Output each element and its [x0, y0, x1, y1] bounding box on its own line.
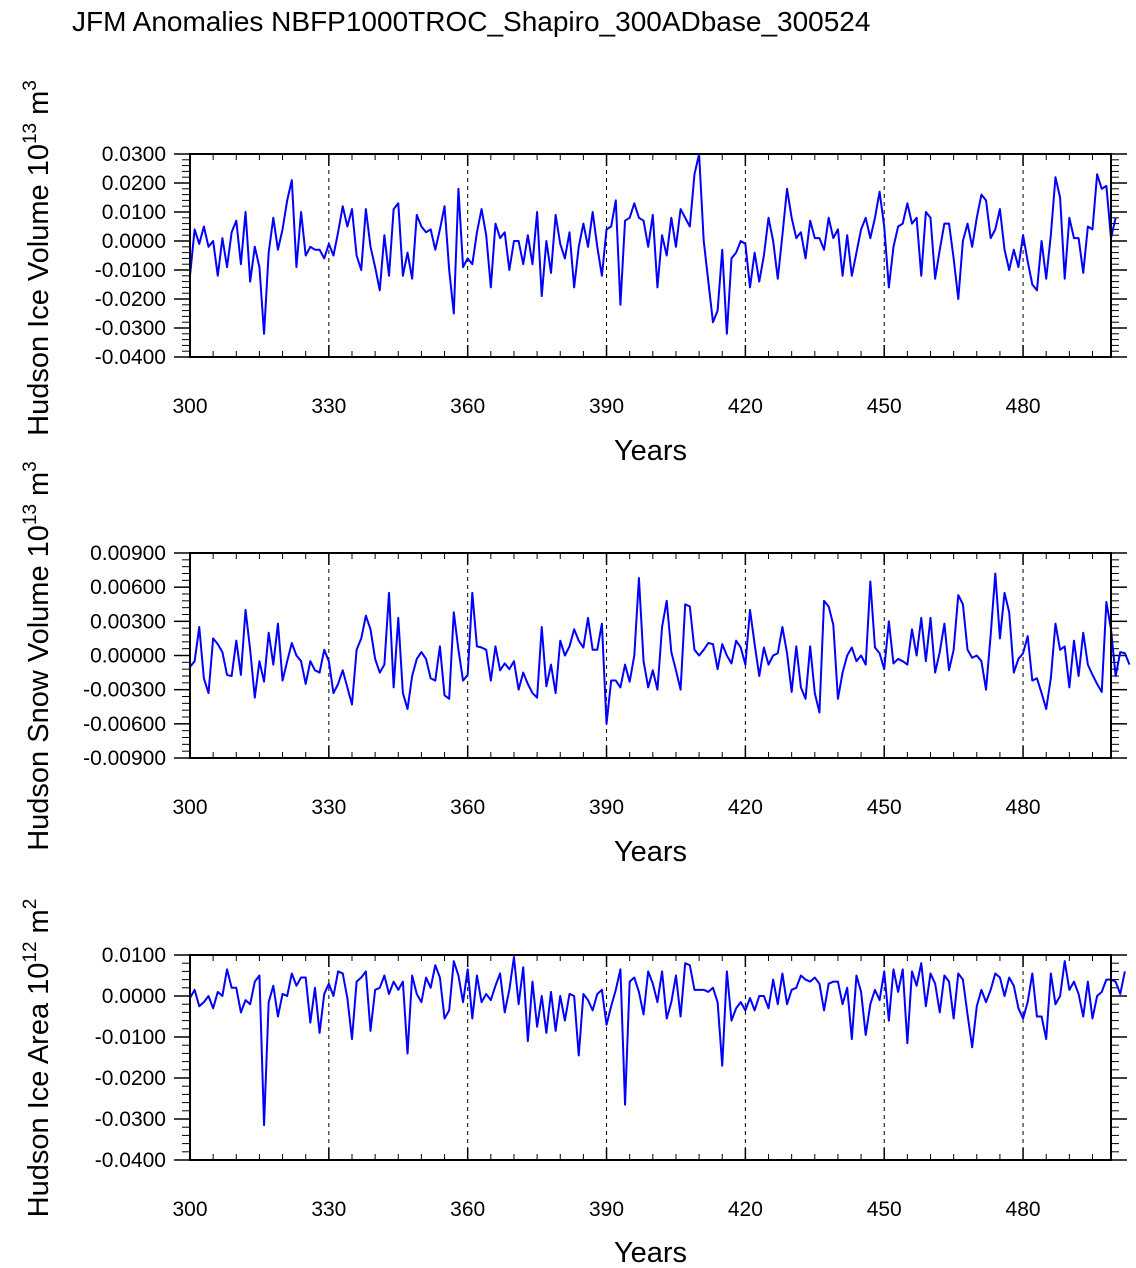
y-axis-title: Hudson Snow Volume 1013 m3	[20, 461, 55, 851]
y-tick-label: -0.0400	[95, 346, 166, 369]
y-axis-title: Hudson Ice Volume 1013 m3	[20, 80, 55, 436]
plot-frame	[189, 954, 1112, 1161]
x-tick-label: 450	[867, 796, 902, 819]
y-tick-label: -0.0400	[95, 1149, 166, 1172]
y-axis-title-exponent: 12	[20, 941, 41, 962]
data-line-2	[189, 572, 1131, 725]
y-axis-title-unit-exponent: 2	[20, 899, 41, 910]
x-tick-label: 300	[172, 395, 207, 418]
x-tick-label: 360	[450, 395, 485, 418]
y-tick-label: 0.00900	[90, 542, 166, 565]
y-axis-title-unit-exponent: 3	[20, 80, 41, 91]
data-line-1	[189, 153, 1117, 335]
y-tick-label: 0.00300	[90, 610, 166, 633]
x-tick-label: 480	[1006, 1198, 1041, 1221]
y-tick-label: 0.0200	[102, 172, 166, 195]
x-tick-label: 450	[867, 395, 902, 418]
x-tick-label: 420	[728, 1198, 763, 1221]
x-tick-label: 300	[172, 796, 207, 819]
y-tick-label: -0.0300	[95, 317, 166, 340]
y-tick-label: 0.00600	[90, 576, 166, 599]
y-axis-title-main: Hudson Ice Area 10	[23, 963, 55, 1218]
y-tick-label: -0.0300	[95, 1108, 166, 1131]
y-tick-label: -0.0200	[95, 288, 166, 311]
y-axis-title-unit: m	[23, 91, 55, 115]
x-tick-label: 480	[1006, 796, 1041, 819]
y-tick-label: -0.0100	[95, 259, 166, 282]
y-tick-label: -0.00300	[83, 679, 166, 702]
x-axis-title: Years	[614, 836, 687, 868]
y-axis-title: Hudson Ice Area 1012 m2	[20, 899, 55, 1218]
plot-frame	[189, 552, 1112, 759]
x-tick-label: 330	[311, 395, 346, 418]
y-tick-label: 0.0100	[102, 201, 166, 224]
x-tick-label: 420	[728, 796, 763, 819]
plot-frame	[189, 153, 1112, 358]
y-tick-label: -0.0200	[95, 1067, 166, 1090]
y-tick-label: -0.00900	[83, 747, 166, 770]
x-tick-label: 390	[589, 796, 624, 819]
y-tick-label: 0.0000	[102, 985, 166, 1008]
x-axis-title: Years	[614, 435, 687, 467]
x-tick-label: 420	[728, 395, 763, 418]
x-tick-label: 330	[311, 796, 346, 819]
y-axis-title-exponent: 13	[20, 504, 41, 525]
x-tick-label: 330	[311, 1198, 346, 1221]
data-line-3	[189, 956, 1126, 1127]
y-axis-title-unit-exponent: 3	[20, 461, 41, 472]
figure-title: JFM Anomalies NBFP1000TROC_Shapiro_300AD…	[72, 6, 870, 37]
x-tick-label: 390	[589, 1198, 624, 1221]
y-tick-label: -0.0100	[95, 1026, 166, 1049]
y-axis-title-main: Hudson Ice Volume 10	[23, 144, 55, 436]
x-tick-label: 390	[589, 395, 624, 418]
y-axis-title-unit: m	[23, 909, 55, 933]
chart-panel-1: 300 330 360 390 420 450 480 0.0300 0.0200 0.0100 0…	[20, 80, 1127, 467]
x-tick-label: 300	[172, 1198, 207, 1221]
y-tick-label: 0.0300	[102, 143, 166, 166]
chart-panel-2: 300 330 360 390 420 450 480 0.00900 0.00600 0.003…	[20, 461, 1131, 868]
x-tick-label: 360	[450, 796, 485, 819]
y-axis-title-main: Hudson Snow Volume 10	[23, 525, 55, 851]
y-tick-label: 0.0100	[102, 944, 166, 967]
x-tick-label: 450	[867, 1198, 902, 1221]
y-tick-label: 0.00000	[90, 645, 166, 668]
x-axis-title: Years	[614, 1237, 687, 1268]
y-tick-label: -0.00600	[83, 713, 166, 736]
panels: 300 330 360 390 420 450 480 0.0300 0.0200 0.0100 0…	[20, 80, 1131, 1268]
y-axis-title-unit: m	[23, 472, 55, 496]
y-axis-title-exponent: 13	[20, 123, 41, 144]
chart-panel-3: 300 330 360 390 420 450 480 0.0100 0.0000 -0.0100…	[20, 899, 1127, 1268]
y-tick-label: 0.0000	[102, 230, 166, 253]
x-tick-label: 360	[450, 1198, 485, 1221]
x-tick-label: 480	[1006, 395, 1041, 418]
